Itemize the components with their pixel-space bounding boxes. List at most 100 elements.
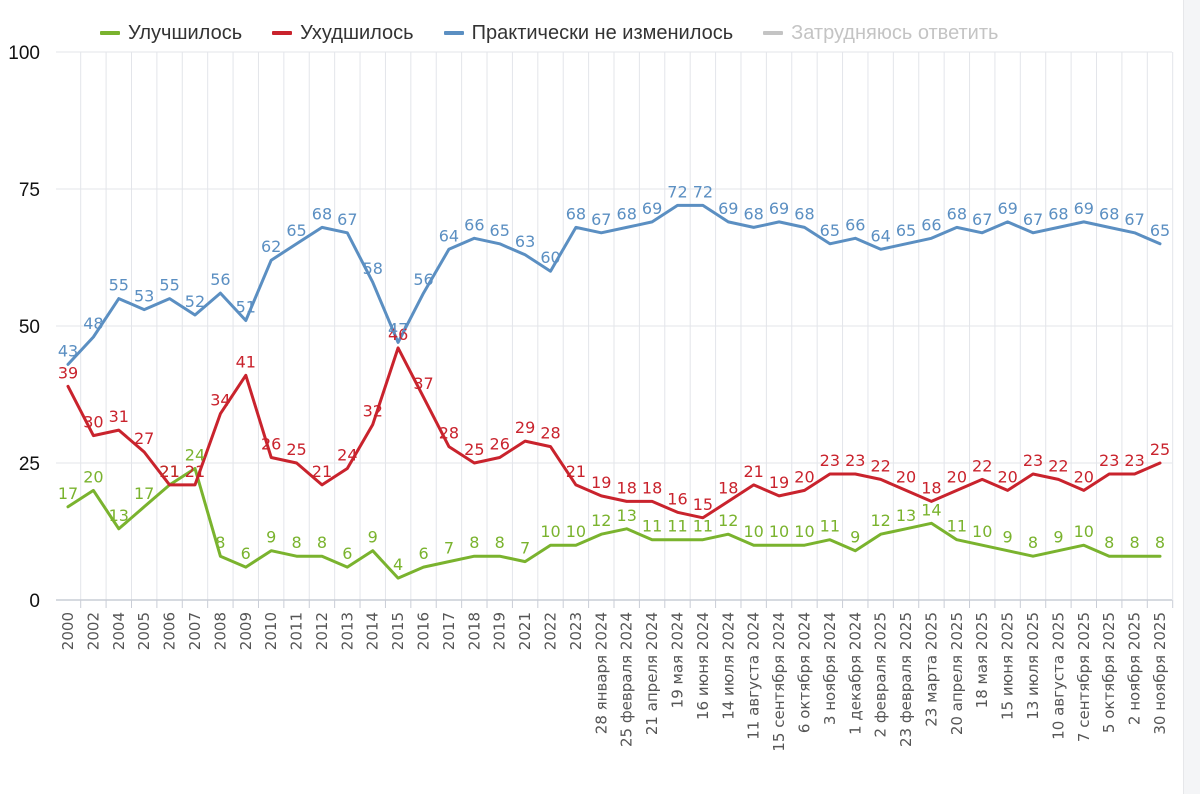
- x-tick-label: 5 октября 2025: [1100, 612, 1118, 733]
- data-label: 11: [693, 517, 713, 536]
- legend-label: Улучшилось: [128, 21, 243, 44]
- data-label: 7: [444, 539, 454, 558]
- x-tick-label: 13 июля 2025: [1024, 612, 1042, 720]
- data-label: 10: [1074, 522, 1094, 541]
- data-label: 43: [58, 341, 78, 360]
- data-label: 7: [520, 539, 530, 558]
- data-label: 67: [972, 210, 992, 229]
- data-label: 68: [1048, 204, 1068, 223]
- data-label: 41: [236, 352, 256, 371]
- data-label: 65: [490, 221, 510, 240]
- x-tick-label: 2007: [186, 612, 204, 650]
- y-axis: 0 25 50 75 100: [8, 43, 40, 612]
- data-label: 28: [540, 424, 560, 443]
- data-label: 23: [1023, 451, 1043, 470]
- data-label: 19: [769, 473, 789, 492]
- data-label: 10: [743, 522, 763, 541]
- data-label: 22: [870, 456, 890, 475]
- grid: [56, 51, 1174, 601]
- legend-label: Практически не изменилось: [471, 21, 734, 44]
- data-label: 68: [312, 204, 332, 223]
- data-label: 65: [1150, 221, 1170, 240]
- data-label: 56: [413, 270, 433, 289]
- legend-item-worsened[interactable]: Ухудшилось: [272, 22, 414, 45]
- series-line-2: [66, 203, 1162, 366]
- data-label: 8: [1130, 533, 1140, 552]
- data-label: 21: [159, 462, 179, 481]
- data-label: 19: [591, 473, 611, 492]
- data-label: 32: [363, 402, 383, 421]
- data-label: 24: [185, 445, 205, 464]
- y-tick-label: 0: [29, 591, 40, 612]
- x-tick-label: 2023: [567, 612, 585, 650]
- x-tick-label: 2018: [465, 612, 483, 650]
- x-tick-label: 1 декабря 2024: [846, 612, 864, 735]
- data-label: 62: [261, 237, 281, 256]
- data-label: 10: [566, 522, 586, 541]
- data-label: 68: [566, 204, 586, 223]
- data-label: 9: [850, 528, 860, 547]
- data-label: 68: [947, 204, 967, 223]
- data-label: 58: [363, 259, 383, 278]
- data-label: 68: [1099, 204, 1119, 223]
- x-tick-label: 15 сентября 2024: [770, 612, 788, 752]
- data-label: 20: [997, 467, 1017, 486]
- series-line-1: [66, 346, 1162, 520]
- x-tick-label: 2014: [364, 612, 382, 650]
- x-tick-label: 2006: [161, 612, 179, 650]
- x-tick-label: 16 июня 2024: [694, 612, 712, 720]
- x-tick-label: 2017: [440, 612, 458, 650]
- data-label: 18: [617, 478, 637, 497]
- legend-item-hard-to-say[interactable]: Затрудняюсь ответить: [763, 22, 998, 45]
- data-label: 20: [896, 467, 916, 486]
- data-label: 28: [439, 424, 459, 443]
- x-tick-label: 18 мая 2025: [973, 612, 991, 708]
- legend: Улучшилось Ухудшилось Практически не изм…: [100, 20, 998, 46]
- x-tick-label: 2015: [389, 612, 407, 650]
- x-tick-label: 2010: [262, 612, 280, 650]
- data-label: 20: [83, 467, 103, 486]
- y-tick-label: 75: [19, 180, 40, 201]
- data-label: 23: [845, 451, 865, 470]
- data-label: 56: [210, 270, 230, 289]
- x-tick-label: 6 октября 2024: [795, 612, 813, 733]
- data-label: 11: [947, 517, 967, 536]
- x-tick-label: 2 февраля 2025: [872, 612, 890, 737]
- series-line-0: [66, 467, 1162, 580]
- data-label: 23: [820, 451, 840, 470]
- data-label: 8: [215, 533, 225, 552]
- data-label: 60: [540, 248, 560, 267]
- data-label: 21: [185, 462, 205, 481]
- x-tick-label: 28 января 2024: [592, 612, 610, 734]
- data-label: 6: [342, 544, 352, 563]
- legend-item-unchanged[interactable]: Практически не изменилось: [443, 21, 734, 45]
- data-label: 21: [743, 462, 763, 481]
- data-label: 11: [667, 517, 687, 536]
- data-label: 55: [159, 276, 179, 295]
- data-label: 13: [896, 506, 916, 525]
- data-label: 14: [921, 500, 941, 519]
- data-label: 12: [870, 511, 890, 530]
- data-label: 9: [368, 528, 378, 547]
- x-tick-label: 25 февраля 2024: [618, 612, 636, 747]
- data-label: 22: [1048, 456, 1068, 475]
- legend-item-improved[interactable]: Улучшилось: [100, 22, 242, 45]
- data-label: 69: [642, 199, 662, 218]
- x-tick-label: 7 сентября 2025: [1075, 612, 1093, 742]
- data-label: 46: [388, 325, 408, 344]
- series-lines: [66, 203, 1162, 580]
- data-label: 67: [337, 210, 357, 229]
- x-tick-label: 3 ноября 2024: [821, 612, 839, 725]
- data-label: 64: [870, 226, 890, 245]
- data-label: 30: [83, 413, 103, 432]
- data-label: 69: [718, 199, 738, 218]
- data-label: 13: [109, 506, 129, 525]
- data-label: 68: [743, 204, 763, 223]
- data-label: 39: [58, 363, 78, 382]
- data-label: 68: [617, 204, 637, 223]
- x-tick-label: 2004: [110, 612, 128, 650]
- data-label: 17: [134, 484, 154, 503]
- x-tick-label: 14 июля 2024: [719, 612, 737, 720]
- data-label: 18: [921, 478, 941, 497]
